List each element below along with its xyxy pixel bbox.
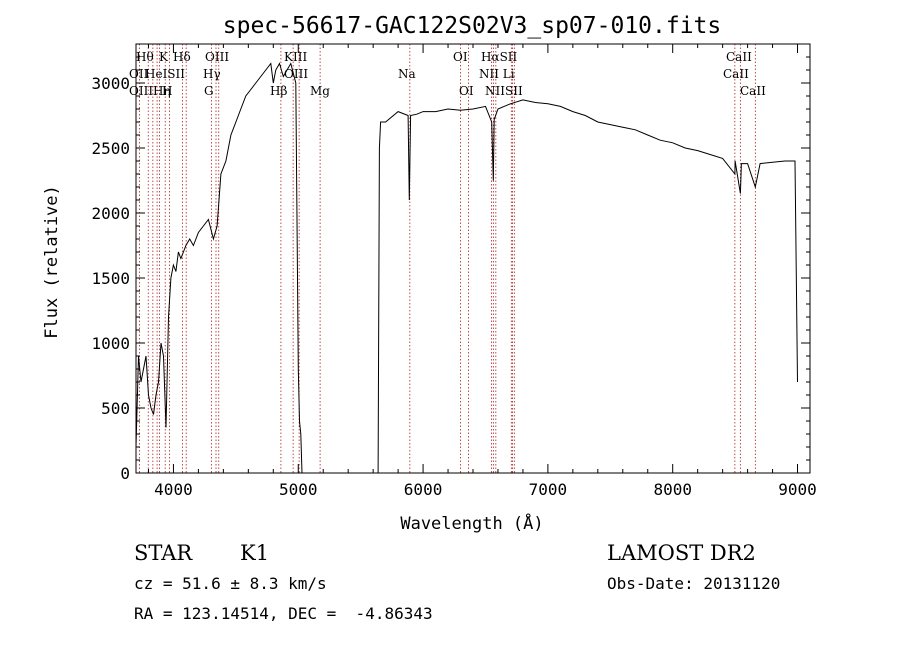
line-label: K (159, 50, 169, 64)
line-label: CaII (723, 67, 749, 81)
line-label: HeISII (145, 67, 185, 81)
redshift-cz: cz = 51.6 ± 8.3 km/s (134, 574, 327, 593)
line-label: OIIIHη (129, 84, 171, 98)
spectrum-line (135, 62, 798, 474)
x-tick-label: 7000 (529, 480, 568, 499)
y-axis-ticks: 0 500 1000 1500 2000 2500 3000 (91, 56, 810, 483)
line-label: OI (453, 50, 468, 64)
line-markers (138, 44, 756, 473)
line-label: Hγ (203, 67, 221, 81)
object-subclass: K1 (240, 541, 269, 565)
line-label: NII Li (479, 67, 515, 81)
line-label: Hδ (173, 50, 191, 64)
line-label: CaII (740, 84, 766, 98)
survey-name: LAMOST DR2 (607, 541, 756, 565)
object-class: STAR (134, 541, 193, 565)
y-tick-label: 2500 (91, 139, 130, 158)
x-axis-ticks: 4000 5000 6000 7000 8000 9000 (147, 44, 817, 499)
y-axis-label: Flux (relative) (42, 185, 62, 339)
y-tick-label: 0 (120, 464, 130, 483)
line-label: HαSII (481, 50, 518, 64)
x-tick-label: 4000 (154, 480, 193, 499)
x-axis-label: Wavelength (Å) (400, 512, 543, 534)
coordinates: RA = 123.14514, DEC = -4.86343 (134, 604, 433, 623)
y-tick-label: 1000 (91, 334, 130, 353)
line-label: OII (129, 67, 149, 81)
line-label: OIII (205, 50, 229, 64)
x-tick-label: 6000 (404, 480, 443, 499)
line-label: Hβ (270, 84, 287, 98)
line-label: CaII (726, 50, 752, 64)
line-label: NIISII (485, 84, 523, 98)
x-tick-label: 5000 (279, 480, 318, 499)
y-tick-label: 2000 (91, 204, 130, 223)
y-tick-label: 3000 (91, 74, 130, 93)
plot-frame (135, 43, 811, 474)
line-label: Mg (310, 84, 330, 98)
line-label: H (162, 84, 172, 98)
x-tick-label: 9000 (778, 480, 817, 499)
line-label: G (204, 84, 214, 98)
line-label: OIII (284, 67, 308, 81)
chart-title: spec-56617-GAC122S02V3_sp07-010.fits (223, 13, 722, 39)
x-tick-label: 8000 (653, 480, 692, 499)
line-label: Hθ (136, 50, 154, 64)
y-tick-label: 1500 (91, 269, 130, 288)
y-tick-label: 500 (101, 399, 130, 418)
line-label: KIII (284, 50, 307, 64)
line-label: Na (398, 67, 416, 81)
line-label: OI (459, 84, 474, 98)
obs-date: Obs-Date: 20131120 (607, 574, 780, 593)
